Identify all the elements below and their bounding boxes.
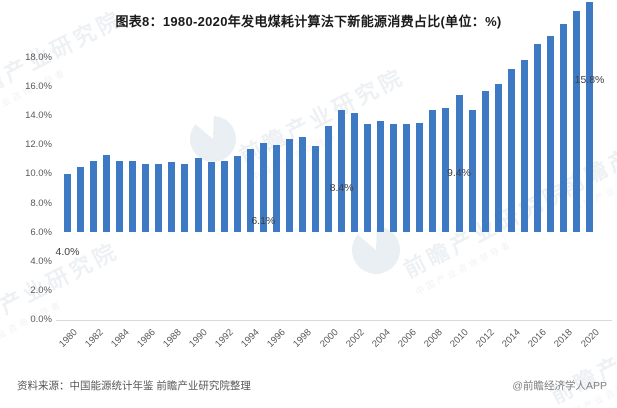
bar-1986 — [142, 163, 150, 232]
bar-1991 — [207, 162, 215, 232]
data-label-1980: 4.0% — [55, 245, 80, 258]
x-tick-label: 2010 — [448, 327, 471, 350]
bar-1984 — [116, 160, 124, 232]
bar-2006 — [403, 124, 411, 232]
bar-1996 — [272, 144, 280, 232]
data-label-2001: 8.4% — [329, 181, 354, 194]
bar-1982 — [90, 160, 98, 232]
bar-1988 — [168, 162, 176, 232]
y-tick-label: 2.0% — [30, 284, 52, 296]
bar-2009 — [442, 108, 450, 232]
bar-2017 — [546, 35, 554, 232]
x-tick-label: 1988 — [160, 327, 184, 350]
x-tick-label: 2012 — [474, 327, 497, 350]
bar-1990 — [194, 157, 202, 232]
bar-1998 — [298, 137, 306, 232]
bar-1999 — [311, 146, 319, 232]
x-tick-label: 2002 — [343, 327, 367, 350]
x-tick-label: 2008 — [421, 327, 445, 350]
x-tick-label: 1994 — [239, 327, 262, 350]
bar-2007 — [416, 122, 424, 232]
x-tick-label: 2014 — [500, 327, 523, 350]
bar-1981 — [77, 166, 85, 232]
x-tick-label: 2000 — [317, 327, 341, 350]
x-tick-label: 1984 — [108, 327, 132, 350]
x-tick-label: 2006 — [395, 327, 419, 350]
bar-1997 — [285, 138, 293, 232]
x-tick-label: 2016 — [526, 327, 550, 350]
bar-2008 — [429, 109, 437, 232]
data-label-2020: 15.8% — [574, 74, 605, 86]
y-tick-label: 4.0% — [30, 255, 52, 267]
y-tick-label: 8.0% — [30, 197, 52, 209]
bar-2002 — [351, 112, 359, 232]
bar-1995 — [259, 143, 267, 232]
bar-2010 — [455, 95, 463, 232]
bar-1983 — [103, 154, 111, 232]
y-tick-label: 10.0% — [25, 168, 52, 180]
bar-1987 — [155, 163, 163, 232]
data-label-2010: 9.4% — [447, 167, 471, 180]
bar-2012 — [481, 90, 489, 232]
y-tick-label: 0.0% — [30, 314, 52, 325]
x-tick-label: 1992 — [213, 327, 236, 350]
bar-2020 — [586, 2, 593, 232]
x-tick-label: 1986 — [134, 327, 158, 350]
y-tick-label: 18.0% — [25, 52, 52, 63]
x-tick-label: 1998 — [291, 327, 315, 350]
x-tick-label: 2004 — [369, 327, 393, 350]
bar-2014 — [507, 69, 515, 232]
x-tick-label: 1990 — [187, 327, 210, 350]
credit-note: @前瞻经济学人APP — [512, 380, 607, 392]
bar-1980 — [64, 173, 71, 232]
bar-1985 — [129, 160, 137, 232]
x-tick-label: 1980 — [56, 327, 80, 350]
y-tick-label: 14.0% — [25, 110, 52, 122]
y-tick-label: 12.0% — [25, 139, 52, 151]
bar-2011 — [468, 109, 476, 232]
x-tick-label: 1982 — [82, 327, 106, 350]
bar-2016 — [533, 44, 541, 232]
x-tick-label: 1996 — [265, 327, 289, 350]
bar-2013 — [494, 83, 502, 232]
x-axis-line — [56, 320, 612, 321]
bar-1992 — [220, 160, 228, 232]
bar-1993 — [233, 156, 241, 232]
y-tick-label: 16.0% — [25, 81, 52, 93]
bar-2019 — [572, 10, 580, 232]
bar-2018 — [559, 23, 567, 232]
plot-area — [64, 2, 593, 232]
source-note: 资料来源：中国能源统计年鉴 前瞻产业研究院整理 — [17, 380, 251, 392]
bar-2015 — [520, 60, 528, 232]
bar-2001 — [338, 109, 346, 232]
x-tick-label: 2018 — [552, 327, 576, 350]
bar-2000 — [325, 125, 332, 232]
data-label-1995: 6.1% — [251, 215, 276, 228]
bar-2005 — [390, 124, 398, 232]
bar-2003 — [364, 124, 372, 232]
x-tick-label: 2020 — [578, 327, 602, 350]
bar-1994 — [246, 149, 254, 232]
y-tick-label: 6.0% — [30, 226, 52, 238]
bar-1989 — [181, 163, 189, 232]
bar-2004 — [377, 121, 385, 232]
chart-title: 图表8：1980-2020年发电煤耗计算法下新能源消费占比(单位：%) — [115, 14, 502, 29]
